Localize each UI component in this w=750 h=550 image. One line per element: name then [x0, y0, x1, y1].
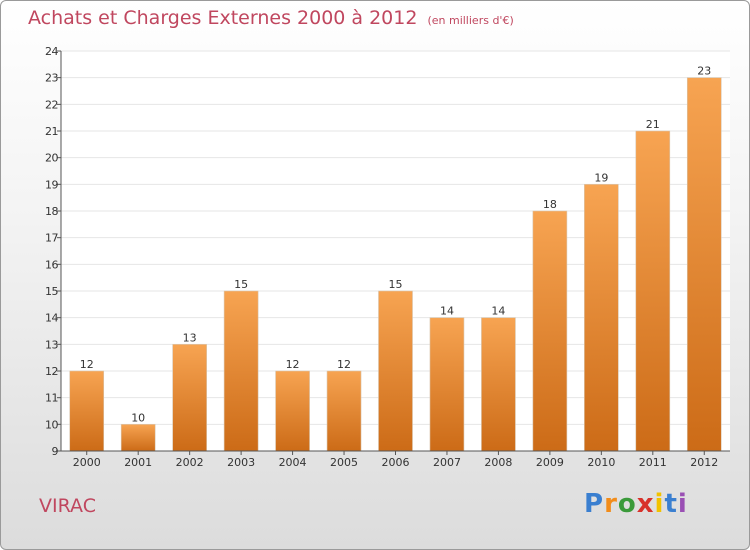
bar-2005: [326, 370, 362, 452]
y-tick-label: 21: [45, 125, 58, 138]
y-tick-label: 12: [45, 365, 58, 378]
bar-2010: [584, 184, 619, 452]
bar-2006: [378, 290, 413, 452]
data-label: 15: [234, 278, 248, 291]
bar-2011: [635, 130, 671, 452]
x-tick-label: 2004: [279, 456, 307, 469]
y-tick-label: 23: [45, 72, 58, 85]
data-label: 14: [440, 305, 454, 318]
data-label: 12: [286, 358, 300, 371]
x-tick-label: 2012: [690, 456, 718, 469]
y-tick-label: 14: [45, 312, 58, 325]
chart-title-text: Achats et Charges Externes 2000 à 2012: [28, 7, 418, 29]
x-tick-label: 2000: [73, 456, 101, 469]
x-tick-label: 2009: [536, 456, 564, 469]
x-tick-label: 2007: [433, 456, 461, 469]
bar-2001: [120, 424, 156, 452]
logo-letter: i: [654, 489, 665, 519]
data-label: 19: [594, 171, 608, 184]
logo-letter: o: [617, 489, 637, 519]
y-tick-label: 22: [45, 98, 58, 111]
data-label: 13: [183, 331, 197, 344]
data-label: 12: [337, 358, 351, 371]
y-tick-label: 10: [45, 418, 58, 431]
data-label: 10: [131, 411, 145, 424]
x-tick-label: 2005: [330, 456, 358, 469]
y-tick-label: 18: [45, 205, 58, 218]
bar-2012: [686, 77, 722, 452]
x-tick-label: 2003: [227, 456, 255, 469]
y-tick-label: 9: [52, 445, 59, 458]
x-axis-labels: 2000 2001 2002 2003 2004 2005 2006 2007 2008 2009…: [73, 451, 718, 469]
bar-2008: [481, 317, 516, 452]
y-tick-label: 13: [45, 338, 58, 351]
data-label: 21: [646, 118, 660, 131]
y-tick-label: 19: [45, 178, 58, 191]
y-tick-label: 17: [45, 232, 58, 245]
bar-2004: [275, 370, 310, 452]
x-tick-label: 2002: [176, 456, 204, 469]
y-tick-label: 20: [45, 152, 58, 165]
bar-2002: [172, 344, 207, 452]
logo-letter: x: [636, 489, 655, 519]
y-tick-label: 24: [45, 45, 58, 58]
x-tick-label: 2010: [587, 456, 615, 469]
chart-unit: (en milliers d'€): [427, 14, 514, 27]
logo-letter: r: [604, 489, 618, 519]
y-tick-label: 16: [45, 258, 58, 271]
proxiti-logo[interactable]: Proxiti: [584, 489, 688, 519]
bar-2000: [69, 370, 105, 452]
chart-title: Achats et Charges Externes 2000 à 2012 (e…: [28, 7, 514, 29]
logo-letter: t: [664, 489, 678, 519]
y-axis-labels: 9 10 11 12 13 14 15 16 17 18 19 20 21 22 23 24: [45, 45, 59, 458]
data-label: 15: [389, 278, 403, 291]
data-label: 18: [543, 198, 557, 211]
y-tick-label: 11: [45, 392, 58, 405]
data-label: 14: [491, 305, 505, 318]
logo-letter: P: [584, 489, 605, 519]
bar-2007: [429, 317, 465, 452]
data-label: 23: [697, 65, 711, 78]
bar-2009: [532, 210, 568, 452]
data-label: 12: [80, 358, 94, 371]
bars: [69, 77, 722, 452]
x-tick-label: 2001: [124, 456, 152, 469]
y-tick-label: 15: [45, 285, 58, 298]
value-labels: 12 10 13 15 12 12 15 14 14 18 19 21 23: [80, 65, 712, 425]
x-tick-label: 2008: [484, 456, 512, 469]
logo-letter: i: [677, 489, 688, 519]
x-tick-label: 2011: [639, 456, 667, 469]
bar-2003: [223, 290, 259, 452]
place-name: VIRAC: [39, 495, 96, 517]
x-tick-label: 2006: [382, 456, 410, 469]
